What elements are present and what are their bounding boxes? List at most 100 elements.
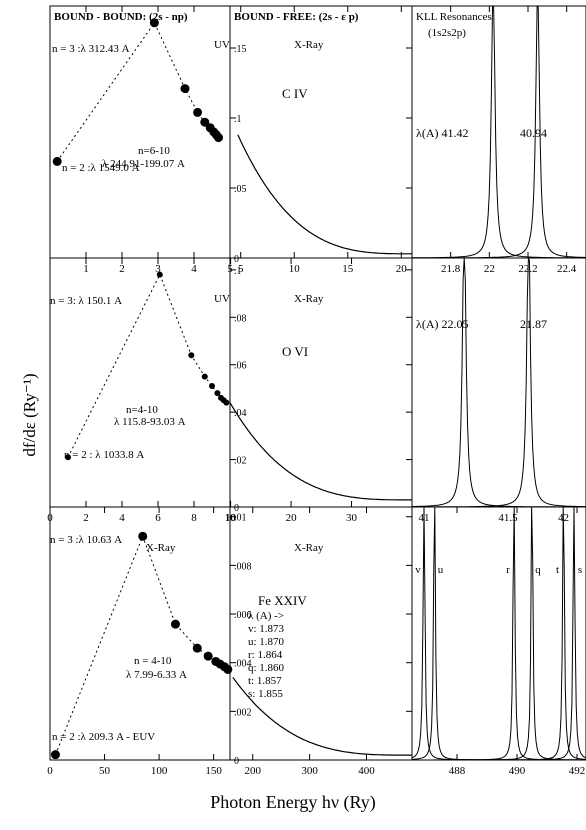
r0c1-xtick-label: 5 (238, 263, 244, 275)
r2c2-legend-entry: u: 1.870 (248, 636, 285, 648)
r2c2-panel-frame (411, 506, 586, 761)
r2c2-resonance-peak (411, 506, 586, 761)
r0c2-xtick-label: 21.8 (441, 263, 461, 275)
r2c0-data-point (203, 651, 213, 661)
r0c0-annotation: n = 2 :λ 1549.0 A (62, 162, 140, 174)
r2c0-xtick-label: 50 (99, 765, 111, 777)
r1c1-series-line (229, 402, 412, 501)
r0c0-data-point (52, 156, 62, 166)
r2c1-ytick-label: .004 (234, 659, 252, 670)
r0c1-xtick-label: 20 (396, 263, 408, 275)
r2c2-resonance-peak (412, 506, 586, 761)
r1c1-ytick-label: 0 (234, 503, 239, 514)
r1c1-ytick-label: .08 (234, 313, 247, 324)
r2c2-legend-entry: r: 1.864 (248, 649, 283, 661)
r2c2-xtick-label: 492 (569, 765, 586, 777)
r2c2-resonance-peak (412, 506, 586, 761)
r0c2-subtitle: (1s2s2p) (428, 27, 466, 39)
r2c0-data-point (138, 531, 148, 541)
r0c2-xtick-label: 22 (484, 263, 495, 275)
r1c1-xtick-label: 10 (225, 512, 237, 524)
r0c1-xtick-label: 15 (342, 263, 354, 275)
r2c1-ytick-label: .01 (234, 513, 247, 524)
r1c0-data-point (223, 399, 230, 406)
r1c0-annotation: λ 115.8-93.03 A (114, 416, 186, 428)
r2c2-top-tick-label: 41.5 (498, 512, 518, 524)
r2c2-xtick-label: 488 (449, 765, 466, 777)
r2c2-legend-title: λ (A) -> (248, 610, 284, 622)
r2c2-resonance-peak (412, 506, 586, 761)
r0c0-region-label: UV (214, 39, 230, 51)
r1c1-ytick-label: .1 (234, 266, 242, 277)
r0c1-ion-label: C IV (282, 86, 308, 101)
r2c2-peak-label: u (438, 564, 444, 576)
r0c0-annotation: λ 244.91-199.07 A (102, 158, 185, 170)
r0c2-title: KLL Resonances (416, 11, 492, 23)
r2c2-legend-entry: q: 1.860 (248, 662, 285, 674)
r0c2-xtick-label: 22.4 (557, 263, 577, 275)
r2c0-data-point (50, 750, 60, 760)
r1c1-ytick-label: .06 (234, 361, 247, 372)
r1c0-data-point (209, 383, 215, 390)
r2c0-series-line (55, 534, 229, 755)
r2c0-region-label: X-Ray (146, 542, 176, 554)
r0c1-ytick-label: .1 (234, 114, 242, 125)
r0c0-annotation: n=6-10 (138, 145, 170, 157)
r2c1-xtick-label: 200 (245, 765, 262, 777)
r1c0-region-label: UV (214, 293, 230, 305)
r1c0-xtick-label: 2 (83, 512, 89, 524)
r2c2-peak-label: t (556, 564, 559, 576)
r2c1-ytick-label: .006 (234, 610, 252, 621)
r2c1-series-line (232, 676, 412, 756)
r1c2-resonance-peak (412, 257, 586, 508)
r0c0-xtick-label: 2 (119, 263, 125, 275)
r1c0-xtick-label: 8 (191, 512, 197, 524)
r2c1-ytick-label: .002 (234, 707, 252, 718)
r2c1-xtick-label: 400 (358, 765, 375, 777)
r0c0-data-point (149, 18, 159, 28)
r0c1-ytick-label: .05 (234, 184, 247, 195)
r1c0-annotation: n = 2 : λ 1033.8 A (64, 449, 144, 461)
y-axis-label: df/dε (Ry⁻¹) (20, 373, 39, 457)
r0c1-ytick-label: 0 (234, 254, 239, 265)
r2c0-annotation: n = 3 :λ 10.63 A (50, 534, 122, 546)
r2c2-peak-label: r (506, 564, 510, 576)
r2c2-peak-label: v (415, 564, 421, 576)
r2c2-resonance-peak (411, 506, 586, 761)
r2c2-legend-entry: s: 1.855 (248, 688, 283, 700)
r2c0-data-point (223, 664, 233, 674)
x-axis-label: Photon Energy hν (Ry) (210, 792, 376, 812)
r1c0-xtick-label: 4 (119, 512, 125, 524)
r1c2-resonance-peak (412, 257, 586, 508)
r0c0-title: BOUND - BOUND: (2s - np) (54, 11, 188, 23)
r0c0-xtick-label: 3 (155, 263, 161, 275)
r2c2-resonance-peak (412, 506, 586, 761)
r2c0-annotation: n = 4-10 (134, 655, 172, 667)
r0c0-data-point (193, 107, 203, 117)
r2c1-ion-label: Fe XXIV (258, 593, 307, 608)
r1c1-xtick-label: 30 (346, 512, 358, 524)
r2c0-data-point (192, 643, 202, 653)
r1c1-region-label: X-Ray (294, 293, 324, 305)
r2c0-xtick-label: 100 (151, 765, 168, 777)
r1c0-data-point (65, 454, 71, 461)
r0c0-data-point (213, 133, 223, 143)
r1c1-ion-label: O VI (282, 344, 308, 359)
r0c1-ytick-label: .15 (234, 44, 247, 55)
r2c2-legend-entry: t: 1.857 (248, 675, 282, 687)
r1c2-annotation: 21.87 (520, 317, 547, 331)
r0c0-xtick-label: 1 (83, 263, 89, 275)
r1c1-ytick-label: .04 (234, 408, 247, 419)
r2c2-legend-entry: v: 1.873 (248, 623, 285, 635)
r2c0-xtick-label: 0 (47, 765, 53, 777)
r1c1-ytick-label: .02 (234, 456, 247, 467)
r0c0-xtick-label: 4 (191, 263, 197, 275)
r2c0-xtick-label: 150 (205, 765, 222, 777)
r1c0-data-point (156, 271, 163, 278)
r1c2-annotation: λ(A) 22.05 (416, 317, 468, 331)
r2c0-data-point (170, 619, 180, 629)
r2c0-annotation: λ 7.99-6.33 A (126, 669, 187, 681)
r1c0-xtick-label: 6 (155, 512, 161, 524)
r1c0-data-point (201, 373, 208, 380)
